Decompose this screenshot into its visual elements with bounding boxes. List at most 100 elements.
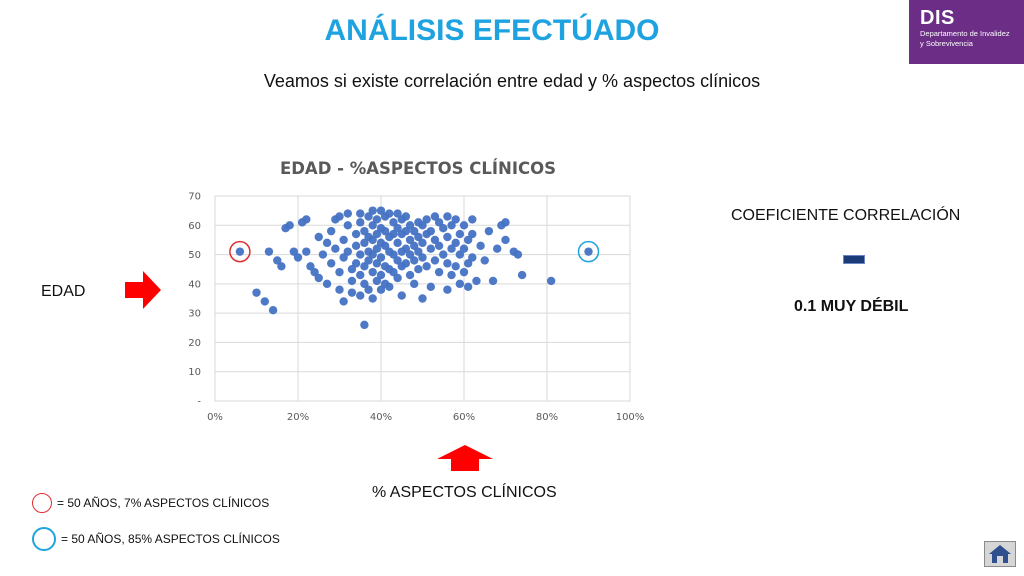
highlight-circles xyxy=(229,240,600,263)
scatter-point xyxy=(351,259,361,268)
scatter-point xyxy=(463,259,473,268)
scatter-point xyxy=(463,235,473,245)
scatter-point xyxy=(463,282,473,291)
scatter-point xyxy=(389,267,398,277)
scatter-point xyxy=(331,244,340,253)
scatter-point xyxy=(459,221,469,230)
scatter-point xyxy=(414,247,423,256)
scatter-point xyxy=(318,250,328,259)
scatter-point xyxy=(468,253,477,262)
scatter-point xyxy=(343,221,352,230)
scatter-point xyxy=(289,247,299,256)
scatter-point xyxy=(459,267,469,277)
scatter-point xyxy=(459,244,469,253)
scatter-point xyxy=(335,267,344,277)
scatter-point xyxy=(439,250,448,259)
scatter-point xyxy=(364,212,373,221)
scatter-point xyxy=(405,250,415,259)
scatter-point xyxy=(372,259,382,268)
correlation-value: 0.1 MUY DÉBIL xyxy=(794,298,909,315)
scatter-point xyxy=(339,297,348,306)
scatter-point xyxy=(356,291,365,300)
scatter-point xyxy=(401,259,411,268)
scatter-point xyxy=(376,285,386,294)
page-subtitle: Veamos si existe correlación entre edad … xyxy=(263,71,761,91)
legend-label: = 50 AÑOS, 85% ASPECTOS CLÍNICOS xyxy=(61,532,280,546)
x-tick-label: 60% xyxy=(453,412,475,423)
scatter-point xyxy=(285,221,294,230)
scatter-point xyxy=(310,267,319,277)
scatter-point xyxy=(376,270,386,280)
y-tick-label: 60 xyxy=(188,221,201,232)
scatter-point xyxy=(393,256,402,265)
scatter-point xyxy=(260,297,269,306)
scatter-point xyxy=(376,206,386,215)
scatter-point xyxy=(389,218,398,227)
highlight-circle xyxy=(229,240,251,263)
scatter-point xyxy=(443,285,452,294)
scatter-point xyxy=(426,282,435,291)
scatter-point xyxy=(343,247,352,256)
scatter-point xyxy=(339,235,348,245)
scatter-point xyxy=(389,229,398,239)
home-icon xyxy=(989,545,1011,563)
scatter-point xyxy=(389,250,398,259)
scatter-point xyxy=(401,226,411,236)
scatter-point xyxy=(372,244,382,253)
scatter-point xyxy=(339,253,348,262)
scatter-point xyxy=(405,221,415,230)
scatter-point xyxy=(447,270,456,280)
scatter-point xyxy=(410,279,419,289)
red-circle-icon xyxy=(32,493,52,513)
scatter-point xyxy=(268,306,278,315)
scatter-point xyxy=(434,218,444,227)
scatter-point xyxy=(385,282,394,291)
scatter-point xyxy=(327,226,336,236)
scatter-point xyxy=(322,238,332,248)
scatter-point xyxy=(351,229,361,239)
legend-item-red: = 50 AÑOS, 7% ASPECTOS CLÍNICOS xyxy=(32,493,269,513)
page-title: ANÁLISIS EFECTÚADO xyxy=(324,14,660,47)
legend-item-blue: = 50 AÑOS, 85% ASPECTOS CLÍNICOS xyxy=(32,527,280,551)
scatter-point xyxy=(418,238,427,248)
scatter-point xyxy=(472,276,481,286)
y-tick-label: 70 xyxy=(188,192,201,203)
scatter-point xyxy=(368,206,377,215)
scatter-point xyxy=(347,276,357,286)
scatter-point xyxy=(468,215,477,224)
dis-logo: DIS Departamento de Invalidez y Sobreviv… xyxy=(909,0,1024,64)
scatter-point xyxy=(447,221,456,230)
scatter-point xyxy=(360,238,369,248)
scatter-point xyxy=(356,218,365,227)
home-button[interactable] xyxy=(984,541,1016,567)
scatter-point xyxy=(517,270,527,280)
scatter-point xyxy=(277,262,286,271)
scatter-point xyxy=(327,259,336,268)
scatter-point xyxy=(322,279,332,289)
y-tick-label: 20 xyxy=(188,338,201,349)
minus-sign-icon xyxy=(843,255,865,264)
scatter-point xyxy=(430,235,440,245)
scatter-point xyxy=(422,215,431,224)
scatter-point xyxy=(393,273,402,283)
scatter-point xyxy=(443,212,452,221)
scatter-point xyxy=(451,262,460,271)
scatter-point xyxy=(343,209,352,218)
scatter-point xyxy=(480,256,489,265)
scatter-point xyxy=(393,224,402,233)
scatter-point xyxy=(397,291,406,300)
logo-abbr: DIS xyxy=(920,7,955,29)
scatter-point xyxy=(439,224,448,233)
scatter-point xyxy=(410,241,419,250)
y-tick-label: 10 xyxy=(188,367,201,378)
scatter-point xyxy=(493,244,502,253)
scatter-point xyxy=(484,226,494,236)
scatter-point xyxy=(476,241,485,250)
scatter-point xyxy=(368,267,377,277)
scatter-point xyxy=(356,270,365,280)
scatter-point xyxy=(418,221,427,230)
scatter-point xyxy=(380,226,390,236)
correlation-title: COEFICIENTE CORRELACIÓN xyxy=(731,207,961,224)
scatter-point xyxy=(335,285,344,294)
scatter-point xyxy=(401,244,411,253)
